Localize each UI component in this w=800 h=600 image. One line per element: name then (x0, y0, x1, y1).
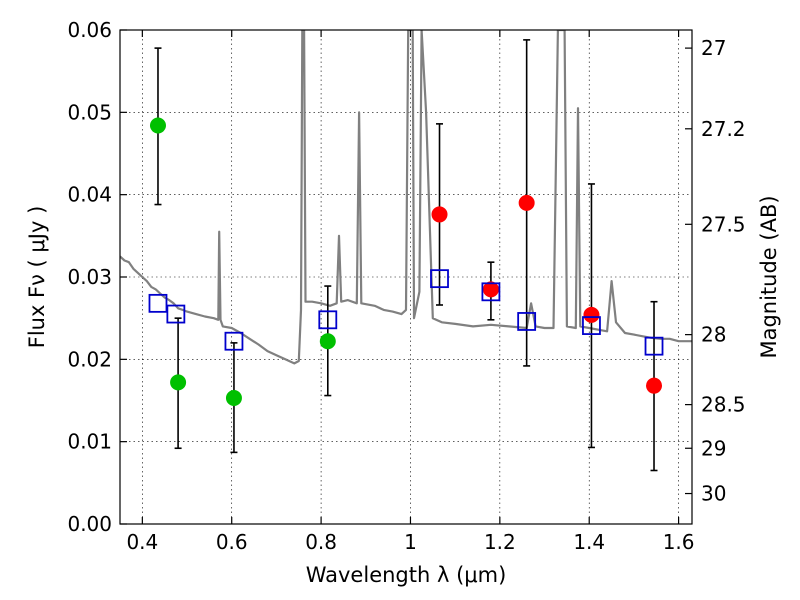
y-axis-ticks: 0.00 0.01 0.02 0.03 0.04 0.05 0.06 (67, 18, 127, 536)
x-tick-label: 1 (404, 530, 417, 554)
right-tick-label: 27 (701, 36, 726, 60)
right-axis-label: Magnitude (AB) (757, 195, 781, 358)
data-point-square (517, 312, 537, 331)
data-point-square (166, 304, 186, 324)
y-tick-label: 0.04 (67, 183, 112, 207)
x-tick-label: 0.6 (216, 530, 248, 554)
data-point-circle (319, 333, 336, 350)
x-tick-label: 0.4 (126, 530, 158, 554)
data-point-circle (518, 194, 535, 211)
y-tick-label: 0.06 (67, 18, 112, 42)
right-tick-label: 28 (701, 323, 726, 347)
data-point-circle (646, 377, 663, 394)
data-point-circle (225, 390, 242, 407)
y-tick-label: 0.03 (67, 265, 112, 289)
data-point-circle (431, 206, 448, 223)
data-point-square (224, 331, 244, 351)
x-axis-ticks: 0.4 0.6 0.8 1 1.2 1.4 1.6 (126, 30, 695, 554)
data-point-square (148, 293, 168, 313)
right-axis-ticks: 27 27.2 27.5 28 28.5 29 30 (685, 36, 746, 506)
x-tick-label: 1.4 (573, 530, 605, 554)
marker-layer (148, 117, 664, 407)
right-tick-label: 27.2 (701, 117, 746, 141)
data-point-circle (482, 281, 499, 298)
right-tick-label: 28.5 (701, 393, 746, 417)
right-tick-label: 27.5 (701, 212, 746, 236)
right-tick-label: 30 (701, 482, 726, 506)
y-tick-label: 0.05 (67, 100, 112, 124)
y-tick-label: 0.02 (67, 347, 112, 371)
data-point-square (582, 316, 601, 335)
y-tick-label: 0.01 (67, 430, 112, 454)
data-point-square (430, 269, 449, 289)
data-point-square (318, 310, 338, 330)
x-tick-label: 1.6 (663, 530, 695, 554)
x-tick-label: 1.2 (484, 530, 516, 554)
y-axis-label: Flux Fν ( μJy ) (25, 206, 49, 349)
x-tick-label: 0.8 (305, 530, 337, 554)
y-tick-label: 0.00 (67, 512, 112, 536)
data-point-square (481, 282, 501, 302)
data-point-circle (170, 374, 187, 391)
x-axis-label: Wavelength λ (μm) (306, 563, 507, 587)
data-point-circle (149, 117, 166, 134)
right-tick-label: 29 (701, 436, 726, 460)
data-point-circle (583, 306, 600, 323)
data-point-square (644, 336, 664, 356)
